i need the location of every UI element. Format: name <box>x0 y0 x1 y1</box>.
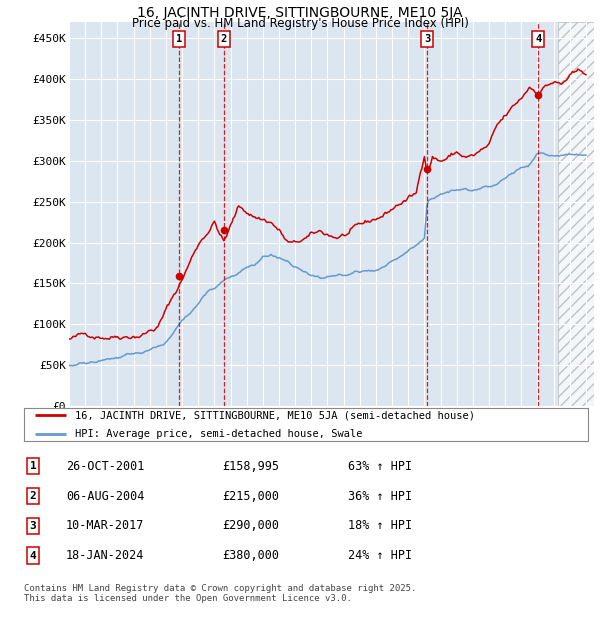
Text: 1: 1 <box>29 461 37 471</box>
Text: £158,995: £158,995 <box>222 460 279 472</box>
Text: HPI: Average price, semi-detached house, Swale: HPI: Average price, semi-detached house,… <box>75 429 362 439</box>
Text: 10-MAR-2017: 10-MAR-2017 <box>66 520 145 532</box>
Bar <box>559 22 594 406</box>
Bar <box>427 22 538 406</box>
Text: 4: 4 <box>535 34 541 44</box>
Text: Price paid vs. HM Land Registry's House Price Index (HPI): Price paid vs. HM Land Registry's House … <box>131 17 469 30</box>
Text: £215,000: £215,000 <box>222 490 279 502</box>
Text: Contains HM Land Registry data © Crown copyright and database right 2025.
This d: Contains HM Land Registry data © Crown c… <box>24 584 416 603</box>
Text: 4: 4 <box>29 551 37 560</box>
Text: 3: 3 <box>424 34 431 44</box>
Text: 2: 2 <box>29 491 37 501</box>
Bar <box>179 22 224 406</box>
Text: £290,000: £290,000 <box>222 520 279 532</box>
Text: 26-OCT-2001: 26-OCT-2001 <box>66 460 145 472</box>
Text: 18% ↑ HPI: 18% ↑ HPI <box>348 520 412 532</box>
Text: 2: 2 <box>221 34 227 44</box>
Text: 16, JACINTH DRIVE, SITTINGBOURNE, ME10 5JA (semi-detached house): 16, JACINTH DRIVE, SITTINGBOURNE, ME10 5… <box>75 410 475 420</box>
Text: 24% ↑ HPI: 24% ↑ HPI <box>348 549 412 562</box>
Text: 36% ↑ HPI: 36% ↑ HPI <box>348 490 412 502</box>
Text: 63% ↑ HPI: 63% ↑ HPI <box>348 460 412 472</box>
Text: 06-AUG-2004: 06-AUG-2004 <box>66 490 145 502</box>
Text: 18-JAN-2024: 18-JAN-2024 <box>66 549 145 562</box>
Text: 16, JACINTH DRIVE, SITTINGBOURNE, ME10 5JA: 16, JACINTH DRIVE, SITTINGBOURNE, ME10 5… <box>137 6 463 20</box>
Text: 3: 3 <box>29 521 37 531</box>
Text: £380,000: £380,000 <box>222 549 279 562</box>
Text: 1: 1 <box>176 34 182 44</box>
